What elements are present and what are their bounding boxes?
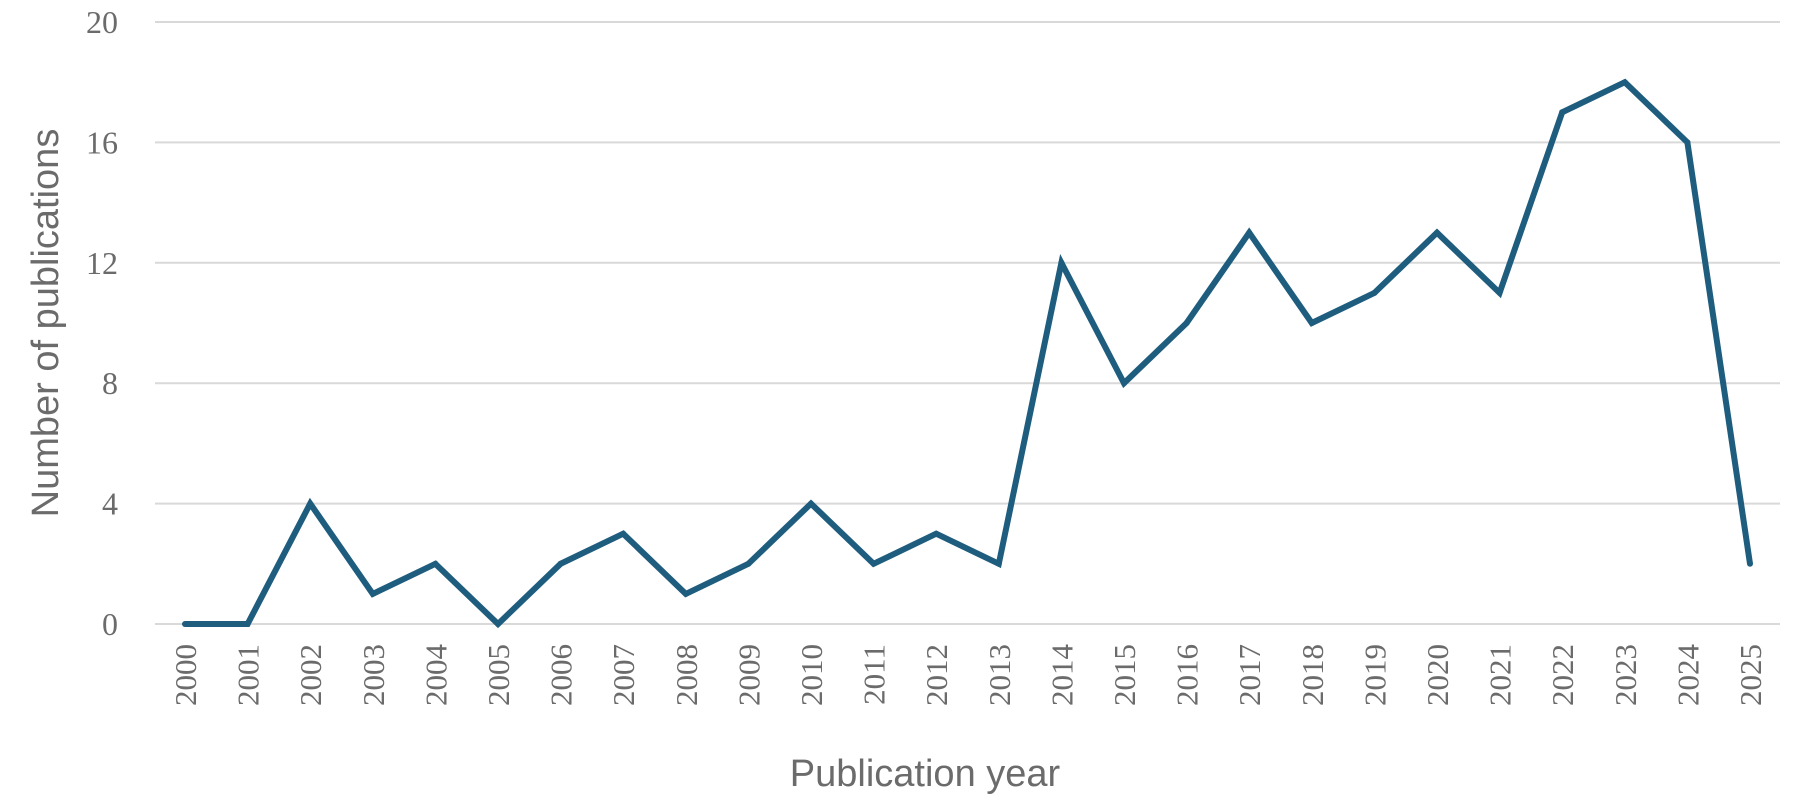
data-point-2012: [933, 530, 940, 537]
series-line: [185, 78, 1753, 629]
data-point-2015: [1121, 380, 1127, 387]
x-tick-label: 2002: [293, 644, 328, 706]
series-group: [182, 78, 1753, 629]
x-tick-label: 2016: [1170, 644, 1205, 706]
x-tick-label: 2005: [481, 644, 516, 706]
x-tick-label: 2021: [1483, 644, 1518, 706]
data-point-2019: [1371, 289, 1378, 296]
y-axis-ticks: 0 4 8 12 16 20: [86, 4, 118, 642]
data-point-2017: [1246, 229, 1253, 236]
x-tick-label: 2004: [418, 644, 453, 707]
data-point-2023: [1621, 79, 1628, 86]
y-tick-label: 0: [102, 606, 118, 642]
data-point-2011: [870, 560, 877, 567]
x-axis-ticks: 2000 2001 2002 2003 2004 2005 2006 2007 2008 2009…: [168, 644, 1768, 707]
x-tick-label: 2011: [857, 644, 892, 705]
data-point-2004: [432, 560, 439, 567]
x-tick-label: 2017: [1232, 644, 1267, 706]
x-tick-label: 2018: [1295, 644, 1330, 706]
data-point-2006: [557, 560, 564, 567]
gridlines: [155, 21, 1780, 625]
x-tick-label: 2023: [1608, 644, 1643, 706]
data-point-2001: [244, 621, 251, 627]
data-point-2007: [620, 530, 627, 537]
x-tick-label: 2008: [669, 644, 704, 706]
y-tick-label: 16: [86, 124, 118, 160]
data-point-2014: [1058, 259, 1065, 266]
data-point-2018: [1308, 320, 1315, 326]
x-tick-label: 2013: [982, 644, 1017, 706]
data-point-2022: [1559, 109, 1566, 116]
data-point-2002: [307, 500, 314, 507]
y-tick-label: 20: [86, 4, 118, 40]
y-axis-title: Number of publications: [25, 129, 67, 518]
x-tick-label: 2001: [231, 644, 266, 706]
x-tick-label: 2009: [731, 644, 766, 706]
x-axis-title: Publication year: [790, 753, 1061, 795]
x-tick-label: 2006: [544, 644, 579, 706]
y-tick-label: 4: [102, 486, 118, 522]
x-tick-label: 2022: [1545, 644, 1580, 706]
y-tick-label: 12: [86, 245, 118, 281]
data-point-2008: [682, 590, 689, 597]
data-point-2013: [995, 560, 1002, 567]
y-tick-label: 8: [102, 365, 118, 401]
x-tick-label: 2015: [1107, 644, 1142, 706]
data-point-2009: [745, 560, 752, 567]
data-point-2021: [1496, 289, 1503, 296]
x-tick-label: 2000: [168, 644, 203, 706]
data-point-2020: [1434, 229, 1440, 236]
x-tick-label: 2025: [1733, 644, 1768, 706]
x-tick-label: 2007: [606, 644, 641, 706]
data-point-2016: [1183, 320, 1190, 326]
x-tick-label: 2020: [1420, 644, 1455, 706]
data-point-2003: [369, 590, 376, 597]
data-point-2010: [808, 500, 814, 507]
x-tick-label: 2012: [919, 644, 954, 706]
data-point-2005: [495, 621, 501, 627]
data-point-2024: [1684, 139, 1691, 146]
x-tick-label: 2024: [1670, 644, 1705, 707]
data-point-2000: [182, 621, 188, 627]
x-tick-label: 2019: [1357, 644, 1392, 706]
x-tick-label: 2014: [1044, 644, 1079, 707]
x-tick-label: 2010: [794, 644, 829, 706]
data-point-2025: [1747, 560, 1753, 567]
x-tick-label: 2003: [356, 644, 391, 706]
